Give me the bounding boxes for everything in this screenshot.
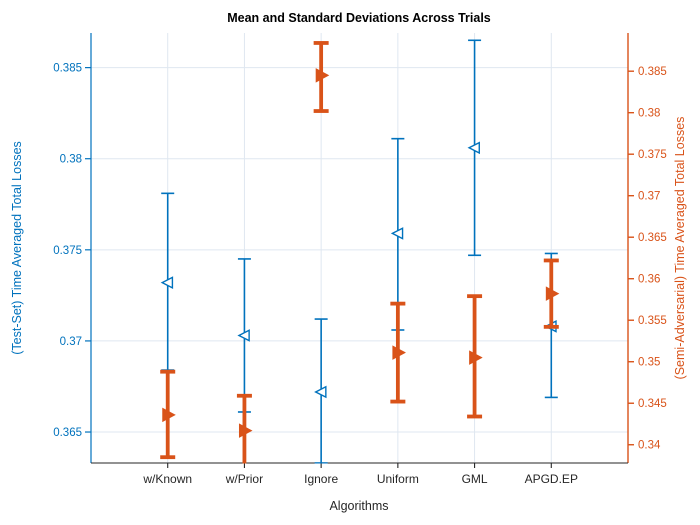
right-y-tick-label: 0.34 — [638, 440, 661, 452]
right-triangle-marker — [392, 345, 406, 360]
right-y-tick-label: 0.365 — [638, 232, 667, 244]
x-tick-label: GML — [462, 472, 488, 486]
grid — [91, 33, 628, 463]
right-y-tick-label: 0.35 — [638, 357, 660, 369]
left-triangle-marker — [390, 227, 404, 240]
x-tick-label: w/Known — [142, 472, 192, 486]
x-axis-label: Algorithms — [329, 499, 388, 513]
series-left — [160, 39, 558, 464]
left-y-tick-label: 0.385 — [53, 63, 82, 75]
left-y-tick-label: 0.38 — [60, 154, 82, 166]
left-triangle-marker — [314, 385, 327, 399]
left-y-tick-label: 0.365 — [53, 427, 82, 439]
left-triangle-marker — [160, 276, 174, 289]
left-y-axis-label: (Test-Set) Time Averaged Total Losses — [10, 141, 24, 355]
plot-area: 0.365 0.37 0.375 0.38 0.385 0.34 0.345 0.35 0.35… — [53, 33, 667, 486]
right-triangle-marker — [315, 68, 330, 83]
right-y-tick-label: 0.355 — [638, 315, 667, 327]
left-y-tick-label: 0.37 — [60, 336, 82, 348]
right-triangle-marker — [162, 407, 176, 423]
right-triangle-marker — [545, 286, 560, 301]
left-triangle-marker — [467, 141, 480, 155]
chart-title: Mean and Standard Deviations Across Tria… — [227, 11, 491, 25]
right-y-tick-label: 0.38 — [638, 108, 660, 120]
right-triangle-marker — [469, 350, 483, 365]
x-tick-label: Uniform — [377, 472, 419, 486]
right-y-tick-label: 0.375 — [638, 149, 667, 161]
x-tick-label: Ignore — [304, 472, 338, 486]
series-right — [160, 41, 560, 464]
axes: 0.365 0.37 0.375 0.38 0.385 0.34 0.345 0.35 0.35… — [53, 33, 667, 486]
right-y-tick-label: 0.36 — [638, 274, 660, 286]
left-triangle-marker — [237, 329, 250, 342]
right-y-tick-label: 0.37 — [638, 191, 660, 203]
left-y-tick-label: 0.375 — [53, 245, 82, 257]
right-triangle-marker — [238, 423, 253, 438]
right-y-tick-label: 0.345 — [638, 398, 667, 410]
right-y-axis-label: (Semi-Adversarial) Time Averaged Total L… — [673, 117, 687, 380]
right-y-tick-label: 0.385 — [638, 66, 667, 78]
x-tick-label: w/Prior — [225, 472, 263, 486]
x-tick-label: APGD.EP — [525, 472, 578, 486]
